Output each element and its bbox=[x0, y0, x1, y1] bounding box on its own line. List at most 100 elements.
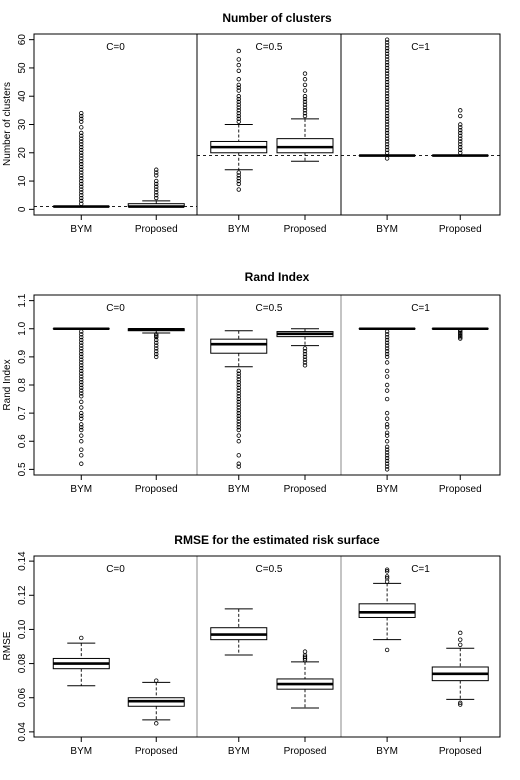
y-tick-label: 1.0 bbox=[17, 321, 28, 335]
boxplot-proposed bbox=[276, 71, 334, 162]
outlier-point bbox=[458, 637, 463, 642]
outlier-point bbox=[384, 444, 390, 450]
boxplot-proposed bbox=[127, 328, 185, 360]
panel-2: C=0.5 bbox=[196, 556, 334, 737]
boxplot-bym bbox=[210, 48, 268, 192]
outlier-point bbox=[384, 450, 390, 455]
outlier-point bbox=[384, 102, 390, 107]
outlier-point bbox=[79, 329, 84, 334]
outlier-point bbox=[79, 181, 84, 187]
outlier-point bbox=[79, 365, 84, 371]
outlier-point bbox=[236, 382, 241, 388]
outlier-point bbox=[154, 721, 159, 726]
outlier-point bbox=[79, 110, 84, 116]
panel-label: C=0 bbox=[106, 303, 125, 314]
outlier-point bbox=[236, 187, 241, 192]
y-tick-label: 0.14 bbox=[17, 551, 28, 571]
outlier-point bbox=[236, 433, 241, 438]
outlier-point bbox=[384, 77, 390, 82]
outlier-point bbox=[79, 410, 84, 416]
outlier-point bbox=[458, 144, 463, 150]
outlier-point bbox=[236, 422, 241, 427]
outlier-point bbox=[236, 176, 241, 181]
outlier-point bbox=[79, 360, 84, 365]
outlier-point bbox=[384, 332, 390, 337]
outlier-point bbox=[384, 74, 390, 79]
outlier-point bbox=[79, 337, 84, 343]
outlier-point bbox=[236, 94, 241, 99]
x-tick-label: Proposed bbox=[284, 746, 327, 757]
outlier-point bbox=[79, 377, 84, 382]
outlier-point bbox=[302, 654, 308, 659]
outlier-point bbox=[79, 201, 84, 206]
outlier-point bbox=[236, 388, 241, 393]
outlier-point bbox=[79, 195, 84, 201]
outlier-point bbox=[384, 116, 390, 122]
iqr-box bbox=[358, 603, 416, 618]
outlier-point bbox=[236, 461, 241, 466]
outlier-point bbox=[384, 88, 390, 93]
outlier-point bbox=[236, 113, 241, 119]
panel-2: C=0.5 bbox=[196, 295, 334, 475]
outlier-point bbox=[384, 346, 390, 351]
outlier-point bbox=[79, 371, 84, 376]
outlier-point bbox=[236, 408, 241, 413]
outlier-point bbox=[154, 178, 159, 184]
outlier-point bbox=[384, 455, 390, 461]
outlier-point bbox=[79, 343, 84, 348]
outlier-point bbox=[79, 334, 84, 340]
y-tick-label: 0.7 bbox=[17, 406, 28, 420]
outlier-point bbox=[384, 343, 390, 348]
outlier-point bbox=[384, 62, 390, 68]
outlier-point bbox=[384, 349, 390, 354]
x-tick-label: Proposed bbox=[135, 746, 178, 757]
outlier-point bbox=[236, 110, 241, 116]
outlier-point bbox=[236, 170, 241, 175]
outlier-point bbox=[236, 374, 241, 379]
outlier-point bbox=[236, 181, 241, 187]
x-tick-label: BYM bbox=[376, 484, 398, 495]
outlier-point bbox=[79, 136, 84, 141]
outlier-point bbox=[458, 147, 463, 153]
outlier-point bbox=[79, 385, 84, 391]
iqr-box bbox=[276, 138, 334, 154]
outlier-point bbox=[302, 649, 308, 654]
outlier-point bbox=[384, 136, 390, 141]
boxplot-proposed bbox=[431, 630, 489, 707]
panel-label: C=1 bbox=[411, 42, 430, 53]
outlier-point bbox=[302, 105, 308, 110]
outlier-point bbox=[384, 464, 390, 469]
outlier-point bbox=[79, 198, 84, 204]
outlier-point bbox=[154, 340, 159, 346]
outlier-point bbox=[302, 354, 308, 360]
outlier-point bbox=[236, 410, 241, 416]
x-axis-ticks: BYM Proposed BYM Proposed BYM Proposed bbox=[70, 215, 482, 235]
outlier-point bbox=[384, 360, 390, 365]
x-tick-label: BYM bbox=[228, 746, 250, 757]
outlier-point bbox=[384, 139, 390, 144]
outlier-point bbox=[384, 144, 390, 150]
y-tick-label: 0.04 bbox=[17, 722, 28, 742]
boxplot-bym bbox=[358, 567, 416, 653]
outlier-point bbox=[79, 453, 84, 458]
outlier-point bbox=[154, 193, 159, 198]
outlier-point bbox=[384, 82, 390, 88]
outlier-point bbox=[458, 139, 463, 144]
outlier-point bbox=[79, 161, 84, 167]
outlier-point bbox=[236, 368, 241, 374]
outlier-point bbox=[154, 346, 159, 351]
outlier-point bbox=[79, 142, 84, 147]
outlier-point bbox=[236, 419, 241, 424]
outlier-point bbox=[236, 416, 241, 421]
outlier-point bbox=[154, 678, 159, 683]
outlier-point bbox=[79, 363, 84, 368]
outlier-point bbox=[79, 144, 84, 150]
outlier-point bbox=[302, 349, 308, 354]
outlier-point bbox=[79, 447, 84, 452]
outlier-point bbox=[154, 173, 159, 178]
outlier-point bbox=[384, 51, 390, 56]
boxplot-bym bbox=[358, 327, 416, 472]
panel-1: C=0 bbox=[52, 303, 185, 466]
outlier-point bbox=[384, 433, 390, 438]
panel-label: C=0 bbox=[106, 564, 125, 575]
